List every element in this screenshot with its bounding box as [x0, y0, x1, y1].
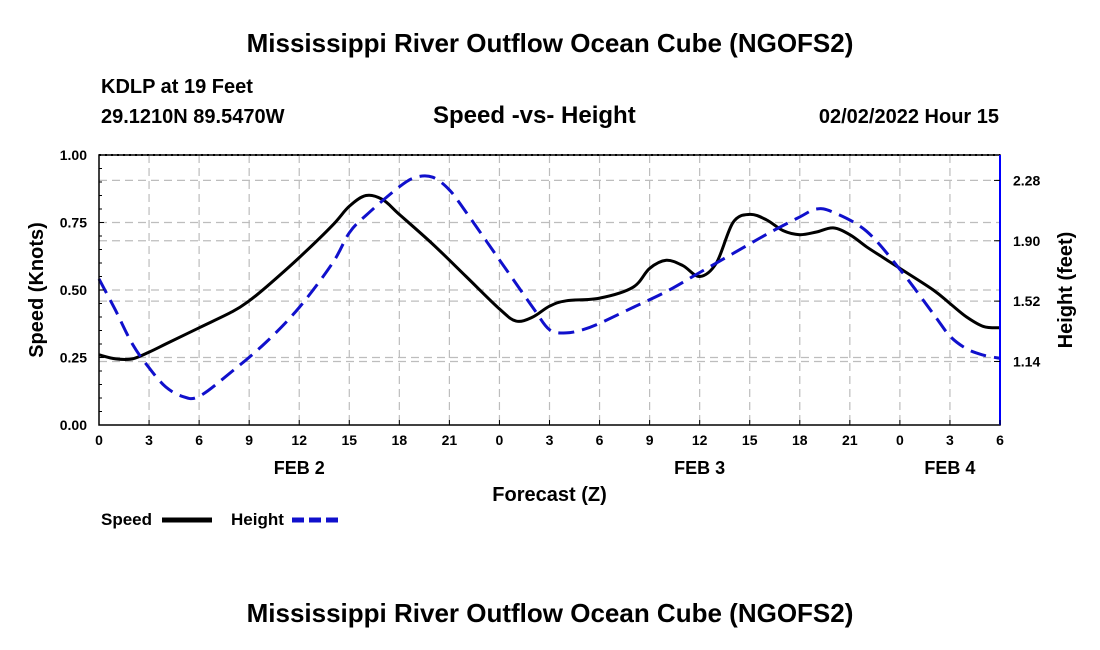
x-tick-label: 0 [496, 432, 504, 448]
x-tick-label: 12 [291, 432, 307, 448]
y-left-tick-label: 0.50 [60, 282, 87, 298]
x-tick-label: 9 [245, 432, 253, 448]
y-left-tick-label: 1.00 [60, 147, 87, 163]
y-left-tick-label: 0.75 [60, 215, 87, 231]
y-right-axis-title: Height (feet) [1055, 232, 1077, 349]
x-tick-label: 3 [145, 432, 153, 448]
footer-title: Mississippi River Outflow Ocean Cube (NG… [246, 598, 854, 628]
date-label: FEB 2 [274, 458, 325, 478]
x-tick-label: 21 [842, 432, 858, 448]
datetime-label: 02/02/2022 Hour 15 [818, 106, 999, 128]
x-tick-label: 0 [896, 432, 904, 448]
date-label: FEB 4 [924, 458, 975, 478]
x-tick-label: 6 [596, 432, 604, 448]
x-tick-label: 6 [996, 432, 1004, 448]
x-tick-label: 12 [692, 432, 708, 448]
speed-height-chart: 0 3 6 9 12 15 18 21 0 3 6 9 12 15 18 21 0 3 6 0.00 0.25 0.50 0… [26, 147, 1077, 529]
y-left-tick-label: 0.25 [60, 350, 87, 366]
date-label: FEB 3 [674, 458, 725, 478]
legend-label-height: Height [231, 510, 284, 529]
x-tick-label: 15 [742, 432, 758, 448]
x-tick-label: 18 [792, 432, 808, 448]
y-right-tick-label: 1.52 [1013, 293, 1040, 309]
y-right-tick-label: 2.28 [1013, 172, 1040, 188]
legend-label-speed: Speed [101, 510, 152, 529]
y-right-tick-label: 1.90 [1013, 233, 1040, 249]
page-title: Mississippi River Outflow Ocean Cube (NG… [246, 28, 854, 58]
chart-title: Speed -vs- Height [433, 102, 636, 129]
y-left-axis-title: Speed (Knots) [26, 222, 48, 358]
series-layer [97, 174, 1001, 401]
x-tick-label: 0 [95, 432, 103, 448]
legend-layer: Speed Height [101, 510, 342, 529]
x-axis-title: Forecast (Z) [492, 484, 606, 506]
y-right-tick-label: 1.14 [1013, 353, 1040, 369]
grid-layer [99, 154, 1000, 425]
coordinates-label: 29.1210N 89.5470W [101, 106, 285, 128]
x-tick-label: 21 [442, 432, 458, 448]
axis-layer: 0 3 6 9 12 15 18 21 0 3 6 9 12 15 18 21 0 3 6 0.00 0.25 0.50 0… [26, 147, 1077, 506]
x-tick-label: 6 [195, 432, 203, 448]
station-label: KDLP at 19 Feet [101, 76, 253, 98]
x-tick-label: 15 [341, 432, 357, 448]
height-series-line [97, 174, 1001, 401]
x-tick-label: 18 [392, 432, 408, 448]
x-tick-label: 9 [646, 432, 654, 448]
x-tick-label: 3 [946, 432, 954, 448]
x-tick-label: 3 [546, 432, 554, 448]
speed-series-line [98, 193, 1001, 362]
y-left-tick-label: 0.00 [60, 417, 87, 433]
